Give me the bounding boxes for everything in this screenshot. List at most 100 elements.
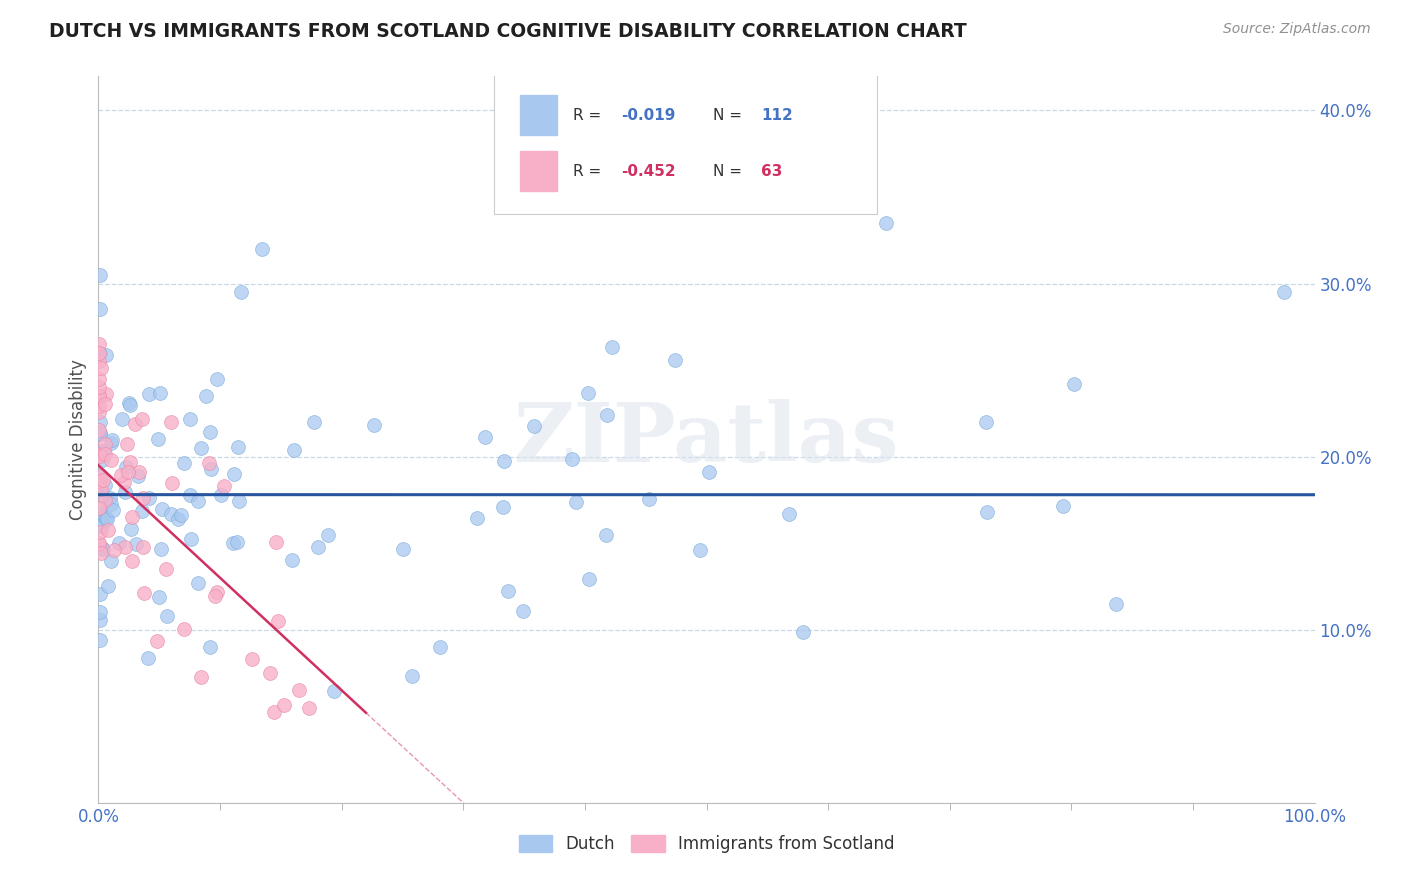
Point	[89, 507, 111, 521]
Point	[259, 666, 281, 681]
FancyBboxPatch shape	[494, 72, 877, 214]
Point	[125, 536, 148, 550]
Point	[97, 579, 120, 593]
Point	[875, 216, 897, 230]
Point	[131, 504, 153, 518]
Point	[89, 605, 111, 619]
Point	[146, 432, 169, 446]
Text: ZIPatlas: ZIPatlas	[513, 400, 900, 479]
Point	[976, 505, 998, 519]
Point	[576, 386, 599, 401]
Point	[160, 475, 183, 490]
Point	[101, 433, 124, 447]
Text: N =: N =	[713, 108, 747, 122]
Point	[976, 416, 998, 430]
Point	[127, 469, 149, 483]
Point	[391, 541, 413, 556]
Point	[173, 622, 195, 636]
Point	[89, 469, 111, 483]
Point	[146, 633, 169, 648]
Point	[89, 447, 111, 461]
Point	[87, 380, 110, 394]
Point	[250, 242, 273, 256]
Point	[94, 348, 117, 362]
Point	[115, 459, 138, 474]
Point	[94, 387, 117, 401]
Point	[110, 467, 132, 482]
Point	[103, 542, 125, 557]
Point	[492, 453, 515, 467]
Point	[228, 494, 250, 508]
Bar	[520, 151, 557, 191]
Text: -0.019: -0.019	[621, 108, 676, 122]
Point	[287, 683, 309, 698]
Point	[121, 509, 143, 524]
Point	[136, 650, 159, 665]
Text: DUTCH VS IMMIGRANTS FROM SCOTLAND COGNITIVE DISABILITY CORRELATION CHART: DUTCH VS IMMIGRANTS FROM SCOTLAND COGNIT…	[49, 22, 967, 41]
Point	[100, 497, 122, 511]
Point	[89, 481, 111, 495]
Legend: Dutch, Immigrants from Scotland: Dutch, Immigrants from Scotland	[512, 829, 901, 860]
Point	[89, 415, 111, 429]
Point	[91, 541, 114, 555]
Bar	[520, 95, 557, 135]
Point	[194, 389, 217, 403]
Point	[93, 443, 115, 458]
Point	[91, 542, 114, 557]
Text: -0.452: -0.452	[621, 163, 676, 178]
Point	[90, 483, 112, 497]
Point	[131, 412, 153, 426]
Point	[90, 360, 112, 375]
Point	[87, 372, 110, 386]
Text: R =: R =	[572, 108, 606, 122]
Point	[187, 575, 209, 590]
Point	[229, 285, 252, 300]
Point	[89, 467, 111, 482]
Point	[280, 553, 302, 567]
Point	[496, 584, 519, 599]
Point	[240, 651, 263, 665]
Point	[198, 425, 221, 440]
Point	[264, 535, 287, 549]
Point	[91, 473, 114, 487]
Point	[90, 517, 112, 532]
Point	[90, 546, 112, 560]
Point	[160, 507, 183, 521]
Point	[87, 501, 110, 516]
Point	[266, 614, 288, 628]
Point	[150, 501, 173, 516]
Point	[316, 528, 339, 542]
Point	[465, 511, 488, 525]
Point	[118, 395, 141, 409]
Point	[561, 452, 583, 467]
Point	[1052, 499, 1074, 513]
Point	[87, 354, 110, 368]
Point	[200, 461, 222, 475]
Point	[89, 632, 111, 647]
Point	[114, 540, 136, 554]
Point	[595, 528, 617, 542]
Point	[209, 488, 232, 502]
Point	[149, 385, 172, 400]
Point	[578, 572, 600, 586]
Text: 63: 63	[761, 163, 783, 178]
Point	[198, 456, 221, 470]
Point	[363, 417, 385, 432]
Point	[148, 591, 170, 605]
Point	[302, 415, 325, 429]
Point	[117, 466, 139, 480]
Point	[94, 511, 117, 525]
Point	[160, 415, 183, 429]
Point	[155, 561, 177, 575]
Point	[87, 475, 110, 489]
Point	[323, 684, 346, 698]
Point	[1272, 285, 1295, 300]
Point	[131, 491, 153, 506]
Point	[93, 397, 115, 411]
Point	[89, 519, 111, 533]
Point	[90, 443, 112, 458]
Point	[689, 543, 711, 558]
Point	[190, 670, 212, 684]
Text: Source: ZipAtlas.com: Source: ZipAtlas.com	[1223, 22, 1371, 37]
Point	[121, 554, 143, 568]
